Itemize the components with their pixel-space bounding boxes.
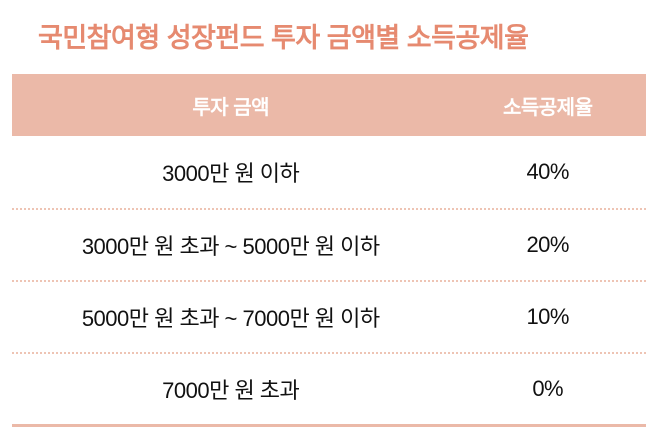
table-row: 3000만 원 이하 40% xyxy=(12,136,646,208)
cell-deduction-rate: 20% xyxy=(526,232,569,257)
cell-investment-amount: 3000만 원 초과 ~ 5000만 원 이하 xyxy=(81,234,380,259)
table-row: 7000만 원 초과 0% xyxy=(12,352,646,424)
column-header-investment-amount: 투자 금액 xyxy=(192,96,270,119)
column-header-deduction-rate: 소득공제율 xyxy=(502,96,593,119)
table-row: 5000만 원 초과 ~ 7000만 원 이하 10% xyxy=(12,280,646,352)
table-header-row: 투자 금액 소득공제율 xyxy=(12,74,646,136)
page-title: 국민참여형 성장펀드 투자 금액별 소득공제율 xyxy=(38,23,529,53)
table-row: 3000만 원 초과 ~ 5000만 원 이하 20% xyxy=(12,208,646,280)
cell-investment-amount: 3000만 원 이하 xyxy=(162,161,300,186)
cell-deduction-rate: 0% xyxy=(532,376,564,401)
cell-investment-amount: 7000만 원 초과 xyxy=(162,378,300,403)
deduction-rate-table: 투자 금액 소득공제율 3000만 원 이하 40% 3000만 원 초과 ~ … xyxy=(12,74,646,427)
table-bottom-border xyxy=(12,424,646,427)
cell-deduction-rate: 10% xyxy=(526,304,569,329)
cell-investment-amount: 5000만 원 초과 ~ 7000만 원 이하 xyxy=(81,306,380,331)
cell-deduction-rate: 40% xyxy=(526,159,569,184)
